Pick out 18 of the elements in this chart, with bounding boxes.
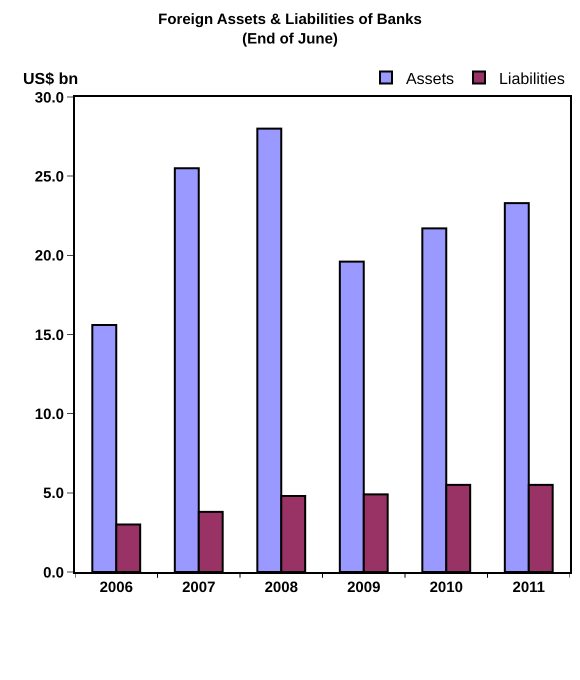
x-tick-label: 2010 — [430, 579, 463, 596]
x-tick-label: 2009 — [347, 579, 380, 596]
y-tick-label: 30.0 — [34, 89, 64, 106]
chart-title: Foreign Assets & Liabilities of Banks — [158, 10, 422, 28]
x-tick-label: 2011 — [512, 579, 546, 596]
x-tick-label: 2008 — [264, 579, 298, 596]
y-tick-label: 15.0 — [34, 326, 64, 344]
y-tick-label: 25.0 — [34, 168, 64, 186]
y-tick-label: 20.0 — [34, 248, 64, 265]
x-tick-label: 2006 — [100, 579, 133, 596]
y-axis-title: US$ bn — [23, 71, 78, 88]
x-tick-label: 2007 — [182, 579, 216, 596]
legend-label: Assets — [406, 70, 454, 88]
y-tick-label: 0.0 — [43, 564, 64, 582]
y-tick-label: 5.0 — [43, 485, 64, 502]
chart-subtitle: (End of June) — [242, 30, 338, 48]
legend-label: Liabilities — [499, 70, 565, 88]
y-tick-label: 10.0 — [34, 406, 64, 423]
